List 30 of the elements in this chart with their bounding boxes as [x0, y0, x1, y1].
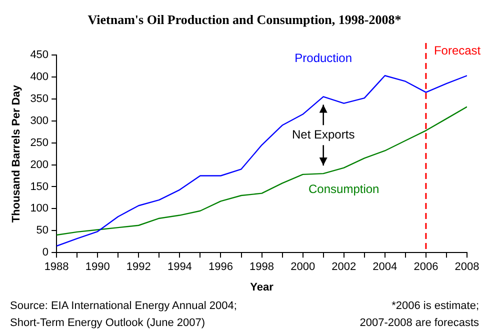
y-tick-label: 200	[30, 158, 49, 171]
x-tick-label: 2008	[454, 261, 480, 274]
y-tick-label: 100	[30, 202, 49, 215]
ref-line-label: Forecast	[434, 43, 482, 58]
x-tick-label: 1988	[44, 261, 69, 274]
annotation: Net Exports	[292, 127, 355, 142]
x-tick-label: 1996	[208, 261, 233, 274]
x-tick-label: 1990	[85, 261, 110, 274]
y-tick-label: 350	[30, 92, 49, 105]
x-axis-title: Year	[250, 281, 274, 294]
chart-title: Vietnam's Oil Production and Consumption, 1998-2008*	[86, 12, 402, 28]
x-tick-label: 1998	[250, 261, 274, 274]
x-tick-label: 2004	[372, 261, 398, 274]
y-tick-label: 250	[30, 136, 49, 149]
series-label: Consumption	[308, 182, 380, 196]
x-tick-label: 2002	[332, 261, 356, 274]
x-tick-label: 1994	[167, 261, 192, 274]
y-tick-label: 150	[30, 180, 49, 193]
y-tick-label: 450	[30, 49, 49, 62]
x-tick-label: 1992	[126, 261, 151, 274]
source-note: Source: EIA International Energy Annual 2004; Short-Term Energy Outlook (June 2007)	[10, 299, 237, 331]
x-tick-label: 2006	[414, 261, 438, 274]
y-tick-label: 400	[30, 70, 49, 83]
y-axis-title: Thousand Barrels Per Day	[10, 84, 23, 223]
y-tick-label: 0	[42, 246, 49, 259]
y-tick-label: 50	[36, 224, 49, 237]
text: *2006 is estimate; 2007-2008 are forecasts	[360, 299, 479, 331]
text: Production	[294, 51, 352, 66]
y-tick-label: 300	[30, 114, 49, 127]
x-tick-label: 2000	[290, 261, 316, 274]
